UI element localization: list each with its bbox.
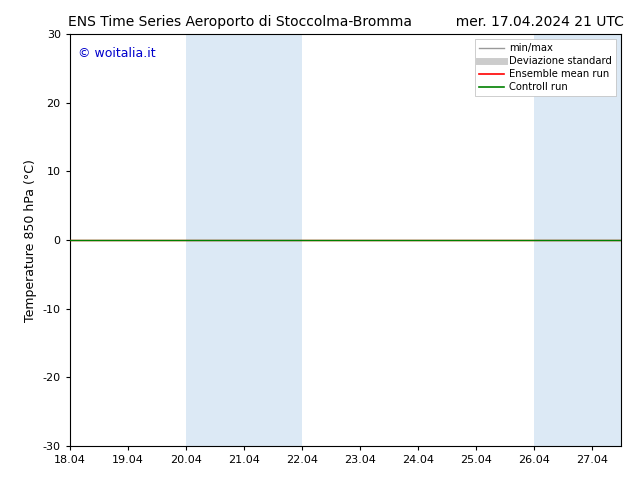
Y-axis label: Temperature 850 hPa (°C): Temperature 850 hPa (°C) bbox=[24, 159, 37, 321]
Text: © woitalia.it: © woitalia.it bbox=[78, 47, 155, 60]
Bar bbox=[534, 34, 592, 446]
Bar bbox=[592, 34, 621, 446]
Bar bbox=[244, 34, 302, 446]
Bar bbox=[186, 34, 244, 446]
Title: ENS Time Series Aeroporto di Stoccolma-Bromma          mer. 17.04.2024 21 UTC: ENS Time Series Aeroporto di Stoccolma-B… bbox=[68, 15, 623, 29]
Legend: min/max, Deviazione standard, Ensemble mean run, Controll run: min/max, Deviazione standard, Ensemble m… bbox=[476, 39, 616, 97]
